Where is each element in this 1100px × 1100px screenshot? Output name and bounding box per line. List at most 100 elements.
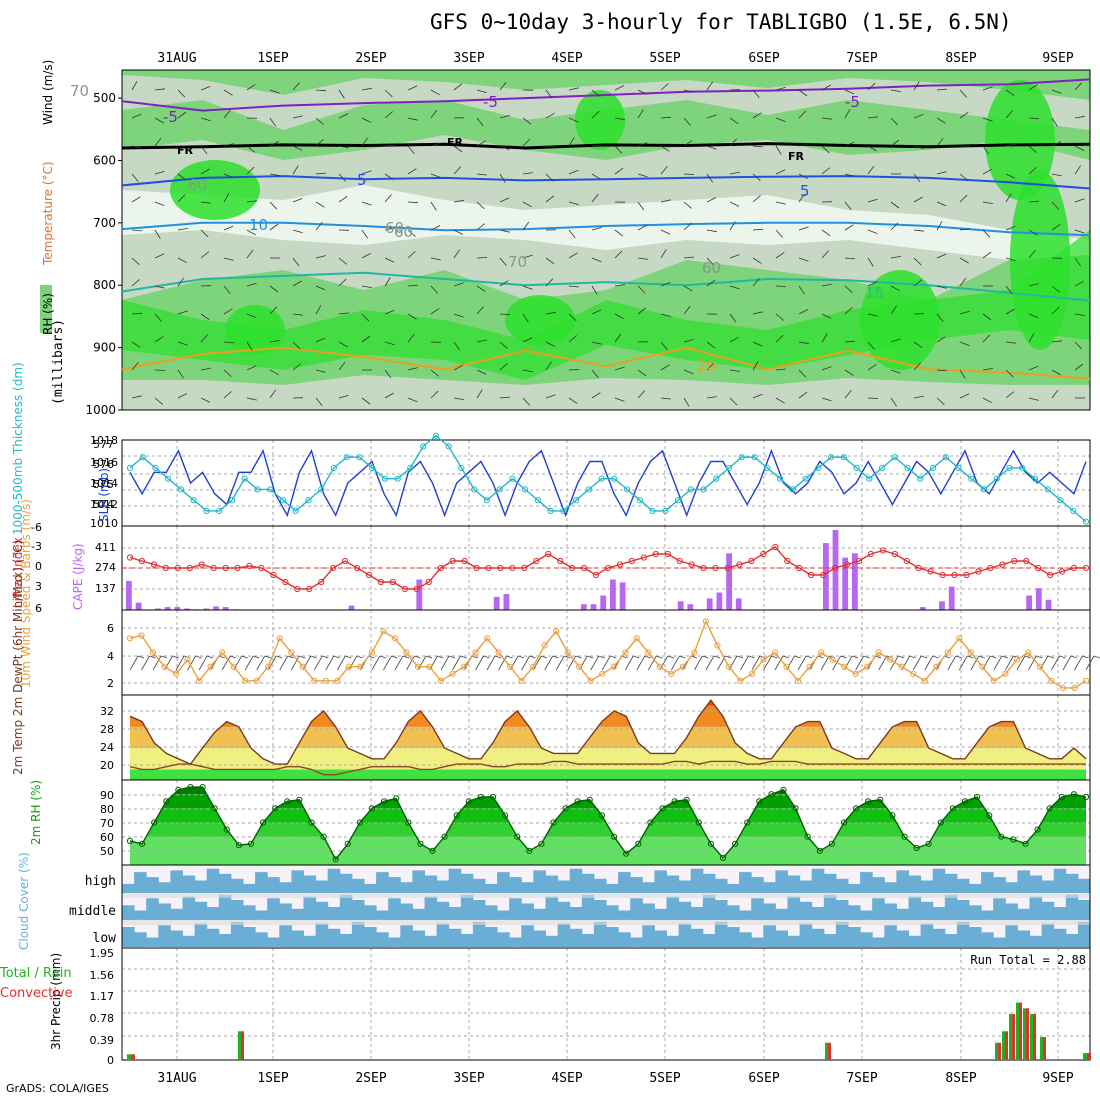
thickness-line-point — [789, 486, 796, 493]
wind-barb — [269, 223, 279, 231]
wind-barb — [867, 165, 875, 175]
wind-barb — [936, 285, 947, 289]
wind-barb — [798, 285, 805, 295]
wind-barb — [637, 307, 647, 315]
cape-bar — [493, 596, 500, 610]
wind-barb-10m — [567, 655, 577, 671]
wind-barb — [407, 117, 418, 121]
wind-speed-line-point — [380, 628, 387, 635]
cloud-cell — [727, 883, 740, 893]
wind-barb — [338, 113, 349, 119]
wind-barb-10m — [555, 655, 565, 671]
wind-speed-line-point — [714, 642, 721, 649]
wind-barb-10m — [348, 655, 358, 671]
wind-barb — [430, 369, 440, 377]
cloud-cell — [1041, 901, 1055, 920]
contour-label: 70 — [70, 82, 89, 100]
wind-barb — [545, 195, 555, 203]
slp-tick-label: 1014 — [90, 477, 118, 490]
wind-barb — [568, 313, 577, 322]
wind-barb — [292, 313, 303, 316]
wind-barb — [729, 221, 736, 231]
wind-barb — [361, 117, 372, 123]
cloud-cell — [472, 878, 486, 893]
wind-barb-10m — [406, 655, 415, 671]
thickness-line-point — [292, 507, 299, 514]
cloud-cell — [460, 894, 474, 920]
wind-speed-line-point — [173, 670, 180, 677]
wind-barb — [752, 195, 761, 203]
rh2m-line-point — [332, 856, 339, 863]
wind-barb — [200, 201, 211, 204]
wind-barb — [752, 173, 761, 181]
lifted-index-line-point — [365, 571, 373, 579]
wind-barb — [959, 393, 970, 399]
thickness-line-point — [802, 475, 809, 482]
precip-total-bar — [995, 1042, 998, 1060]
wind-barb-10m — [1062, 655, 1072, 671]
cloud-cell — [497, 872, 510, 893]
wind-barb — [1074, 82, 1083, 91]
wind-barb — [154, 397, 163, 405]
wind-speed-line-point — [265, 663, 272, 670]
wind-barb-feather — [345, 655, 352, 659]
pressure-tick-label: 800 — [93, 278, 116, 292]
wind-barb — [890, 117, 899, 126]
wind-barb — [844, 109, 851, 119]
wind-barb — [614, 117, 625, 121]
cloud-cell — [654, 930, 667, 947]
wind-barb — [522, 201, 532, 208]
cloud-cell — [376, 872, 389, 893]
wind-barb — [131, 312, 143, 315]
thickness-line-point — [585, 486, 593, 493]
cloud-cell — [134, 932, 147, 947]
wind-tick-label: 2 — [107, 677, 114, 690]
wind-barb — [614, 397, 625, 402]
wind-barb — [131, 279, 140, 287]
cloud-cell — [170, 908, 183, 920]
thickness-line-point — [509, 475, 516, 482]
rh2m-line-point — [792, 805, 799, 812]
wind-barb — [499, 81, 507, 91]
cloud-cell — [581, 934, 595, 947]
cloud-cell — [593, 900, 607, 920]
wind-barb — [1074, 165, 1081, 175]
wind-barb — [936, 221, 943, 231]
wind-barb — [269, 389, 277, 399]
temp-tick-label: 20 — [100, 759, 114, 772]
cloud-cell — [666, 875, 680, 894]
wind-barb — [154, 336, 164, 343]
wind-barb — [407, 313, 417, 320]
contour-label: FR — [447, 136, 464, 149]
wind-barb — [223, 109, 231, 119]
cloud-cell — [823, 894, 837, 920]
wind-barb — [1005, 285, 1013, 295]
wind-barb — [384, 257, 395, 263]
cloud-cell — [182, 896, 196, 920]
wind-barb — [177, 89, 186, 98]
thickness-tick-label: 575 — [93, 478, 114, 491]
cloud-cell — [969, 927, 982, 947]
date-label-bottom: 1SEP — [257, 1071, 288, 1086]
wind-barb-feather — [564, 655, 571, 659]
cloud-cell — [860, 872, 873, 893]
lifted-index-line — [129, 546, 1086, 590]
wind-barb — [614, 145, 623, 154]
wind-speed-line-point — [437, 677, 445, 684]
wind-barb — [476, 369, 487, 375]
wind-barb — [568, 201, 579, 205]
thickness-line-point — [968, 475, 975, 482]
cloud-cell — [908, 935, 922, 947]
wind-barb — [1005, 341, 1016, 344]
wind-barb — [269, 306, 278, 315]
cloud-cell — [654, 908, 667, 920]
wind-speed-line-point — [990, 677, 998, 684]
cloud-cell — [412, 908, 425, 920]
date-label-top: 8SEP — [945, 51, 976, 66]
wind-barb — [729, 201, 740, 207]
wind-barb — [384, 111, 393, 119]
wind-barb-feather — [276, 655, 283, 659]
rh2m-line-point — [550, 819, 557, 826]
contour-label: 10 — [249, 216, 268, 234]
wind-speed-line-point — [760, 656, 767, 663]
